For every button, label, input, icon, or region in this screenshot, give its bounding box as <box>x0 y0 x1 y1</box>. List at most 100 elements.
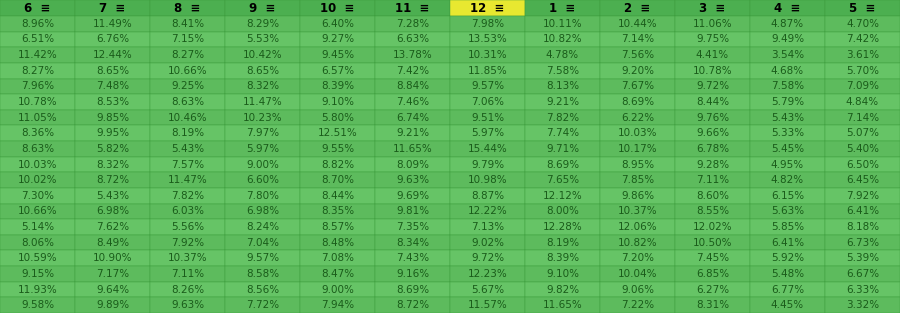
Text: 8.32%: 8.32% <box>246 81 279 91</box>
Bar <box>750 266 825 282</box>
Bar <box>375 297 450 313</box>
Text: 8.65%: 8.65% <box>96 66 129 76</box>
Text: 9.85%: 9.85% <box>96 113 129 123</box>
Bar <box>375 250 450 266</box>
Text: 1  ≡: 1 ≡ <box>549 2 576 14</box>
Text: 6.15%: 6.15% <box>771 191 804 201</box>
Text: 10.82%: 10.82% <box>543 34 582 44</box>
Text: 8.19%: 8.19% <box>171 128 204 138</box>
Text: 9.15%: 9.15% <box>21 269 54 279</box>
Bar <box>825 188 900 203</box>
Bar <box>525 266 600 282</box>
Bar <box>825 110 900 126</box>
Text: 7.92%: 7.92% <box>171 238 204 248</box>
Bar <box>825 235 900 250</box>
Bar <box>450 47 525 63</box>
Bar <box>675 63 750 79</box>
Text: 10.31%: 10.31% <box>468 50 508 60</box>
Bar <box>675 16 750 32</box>
Text: 8.84%: 8.84% <box>396 81 429 91</box>
Bar <box>300 110 375 126</box>
Bar <box>825 47 900 63</box>
Text: 12.06%: 12.06% <box>617 222 657 232</box>
Text: 7.30%: 7.30% <box>21 191 54 201</box>
Text: 6.41%: 6.41% <box>771 238 804 248</box>
Bar <box>450 94 525 110</box>
Bar <box>150 188 225 203</box>
Text: 7.22%: 7.22% <box>621 300 654 310</box>
Text: 6.27%: 6.27% <box>696 285 729 295</box>
Bar <box>300 188 375 203</box>
Text: 13.53%: 13.53% <box>468 34 508 44</box>
Bar <box>600 219 675 235</box>
Text: 9.79%: 9.79% <box>471 160 504 170</box>
Bar <box>225 235 300 250</box>
Text: 7.04%: 7.04% <box>246 238 279 248</box>
Text: 4.87%: 4.87% <box>771 19 804 29</box>
Bar <box>75 250 150 266</box>
Text: 8.70%: 8.70% <box>321 175 354 185</box>
Text: 7  ≡: 7 ≡ <box>99 2 126 14</box>
Bar <box>150 250 225 266</box>
Text: 9.66%: 9.66% <box>696 128 729 138</box>
Bar <box>225 32 300 47</box>
Text: 6.33%: 6.33% <box>846 285 879 295</box>
Text: 11.85%: 11.85% <box>468 66 508 76</box>
Text: 4.68%: 4.68% <box>771 66 804 76</box>
Bar <box>0 188 75 203</box>
Bar <box>450 203 525 219</box>
Text: 8.13%: 8.13% <box>546 81 579 91</box>
Bar <box>750 235 825 250</box>
Text: 12.44%: 12.44% <box>93 50 132 60</box>
Text: 8.24%: 8.24% <box>246 222 279 232</box>
Text: 5.39%: 5.39% <box>846 253 879 263</box>
Text: 4  ≡: 4 ≡ <box>774 2 801 14</box>
Text: 12.02%: 12.02% <box>693 222 733 232</box>
Text: 8.26%: 8.26% <box>171 285 204 295</box>
Bar <box>300 282 375 297</box>
Bar <box>75 266 150 282</box>
Bar <box>75 219 150 235</box>
Text: 5.85%: 5.85% <box>771 222 804 232</box>
Bar <box>450 266 525 282</box>
Bar <box>525 188 600 203</box>
Bar <box>600 32 675 47</box>
Bar <box>450 110 525 126</box>
Bar <box>300 47 375 63</box>
Text: 10.90%: 10.90% <box>93 253 132 263</box>
Text: 5.79%: 5.79% <box>771 97 804 107</box>
Bar <box>375 47 450 63</box>
Text: 5.56%: 5.56% <box>171 222 204 232</box>
Text: 7.80%: 7.80% <box>246 191 279 201</box>
Bar <box>525 16 600 32</box>
Bar <box>0 0 75 16</box>
Bar <box>75 282 150 297</box>
Text: 5.92%: 5.92% <box>771 253 804 263</box>
Text: 6.50%: 6.50% <box>846 160 879 170</box>
Bar <box>675 110 750 126</box>
Text: 6.60%: 6.60% <box>246 175 279 185</box>
Bar <box>150 172 225 188</box>
Text: 8.00%: 8.00% <box>546 206 579 216</box>
Bar <box>450 282 525 297</box>
Bar <box>225 94 300 110</box>
Bar <box>150 79 225 94</box>
Bar <box>300 16 375 32</box>
Text: 9.00%: 9.00% <box>246 160 279 170</box>
Text: 11.42%: 11.42% <box>18 50 58 60</box>
Bar <box>600 110 675 126</box>
Text: 8.53%: 8.53% <box>96 97 129 107</box>
Text: 10.98%: 10.98% <box>468 175 508 185</box>
Text: 5.48%: 5.48% <box>771 269 804 279</box>
Text: 4.95%: 4.95% <box>771 160 804 170</box>
Bar <box>600 172 675 188</box>
Text: 8.69%: 8.69% <box>621 97 654 107</box>
Bar <box>375 172 450 188</box>
Bar <box>300 79 375 94</box>
Bar <box>450 235 525 250</box>
Bar <box>150 141 225 157</box>
Bar <box>825 126 900 141</box>
Text: 9.10%: 9.10% <box>546 269 579 279</box>
Bar <box>225 219 300 235</box>
Bar <box>300 63 375 79</box>
